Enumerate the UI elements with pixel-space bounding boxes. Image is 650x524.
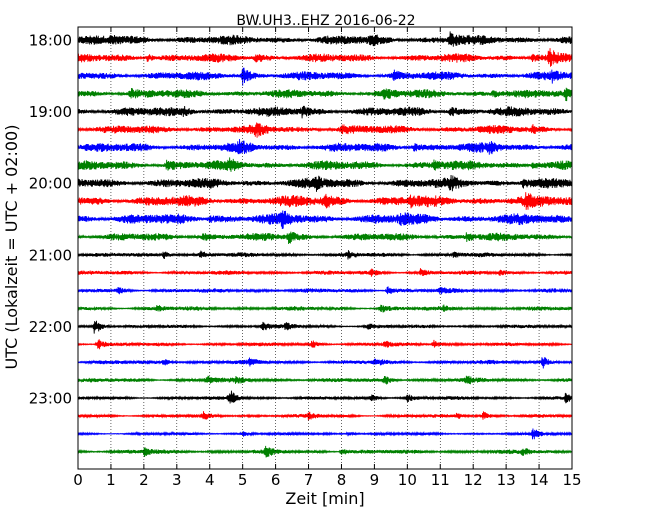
- trace-2245: [77, 375, 573, 385]
- traces-layer: [77, 31, 573, 458]
- trace-1900: [77, 105, 573, 119]
- x-axis-label: Zeit [min]: [285, 489, 364, 508]
- trace-1800: [77, 31, 573, 47]
- y-tick-label: 18:00: [29, 32, 72, 50]
- trace-2345: [77, 445, 573, 458]
- trace-2230: [77, 357, 573, 369]
- x-tick-label: 14: [530, 471, 549, 489]
- trace-2215: [77, 339, 572, 350]
- plot-frame: [77, 26, 573, 470]
- trace-1915: [77, 122, 573, 138]
- trace-2130: [77, 286, 573, 295]
- x-tick-label: 3: [172, 471, 182, 489]
- x-tick-label: 13: [497, 471, 516, 489]
- y-tick-label: 23:00: [29, 390, 72, 408]
- x-tick-label: 15: [562, 471, 581, 489]
- trace-2015: [77, 192, 573, 210]
- trace-2115: [77, 268, 573, 277]
- y-tick-label: 22:00: [29, 318, 72, 336]
- axes-layer: 0 1 2 3 4 5 6 7 8 9 10 11 12 13 14 1518:0019:0020:0021:…: [29, 26, 582, 489]
- trace-1815: [77, 48, 573, 67]
- x-tick-label: 9: [370, 471, 380, 489]
- trace-1830: [77, 67, 573, 86]
- trace-2145: [77, 304, 573, 313]
- trace-2330: [77, 428, 573, 440]
- x-tick-label: 8: [337, 471, 347, 489]
- x-tick-label: 12: [464, 471, 483, 489]
- trace-2300: [77, 390, 573, 404]
- y-tick-label: 21:00: [29, 246, 72, 264]
- x-tick-label: 11: [431, 471, 450, 489]
- trace-2200: [77, 320, 573, 334]
- x-tick-label: 0: [73, 471, 83, 489]
- trace-1930: [77, 138, 573, 155]
- chart-title: BW.UH3..EHZ 2016-06-22: [236, 13, 415, 29]
- x-tick-label: 5: [238, 471, 248, 489]
- y-tick-label: 19:00: [29, 103, 72, 121]
- trace-2045: [77, 231, 573, 244]
- trace-1945: [77, 157, 573, 172]
- y-tick-label: 20:00: [29, 175, 72, 193]
- y-axis-label: UTC (Lokalzeit = UTC + 02:00): [2, 125, 21, 370]
- trace-2000: [77, 175, 573, 192]
- trace-2030: [77, 210, 573, 230]
- x-tick-label: 10: [398, 471, 417, 489]
- trace-2315: [77, 411, 573, 421]
- trace-1845: [77, 87, 573, 102]
- x-tick-label: 6: [271, 471, 281, 489]
- x-tick-label: 7: [304, 471, 314, 489]
- x-tick-label: 1: [106, 471, 116, 489]
- trace-2100: [77, 250, 573, 260]
- x-tick-label: 4: [205, 471, 215, 489]
- x-tick-label: 2: [139, 471, 149, 489]
